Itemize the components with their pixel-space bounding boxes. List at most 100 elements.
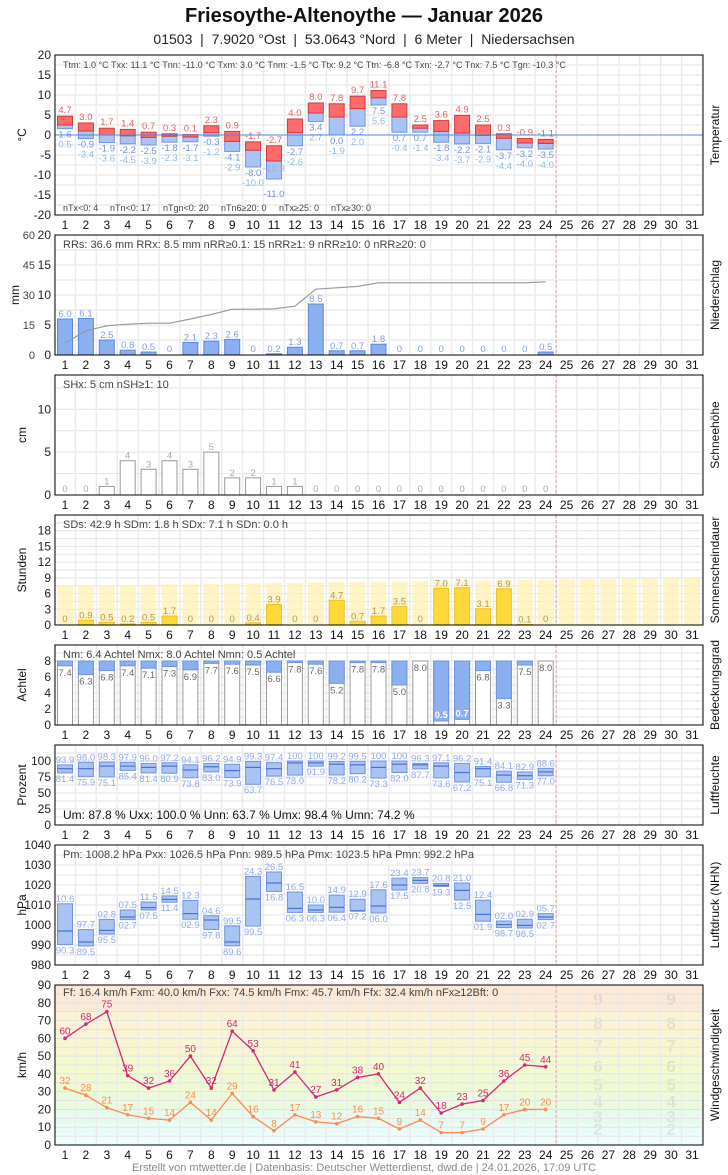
day-label: 6 bbox=[166, 968, 173, 982]
data-label: 7.3 bbox=[163, 669, 176, 680]
data-label: 27 bbox=[310, 1085, 322, 1096]
data-label: 99.2 bbox=[327, 752, 346, 763]
wind-gusts-point bbox=[314, 1095, 318, 1099]
day-label: 21 bbox=[476, 728, 490, 742]
data-label: 5 bbox=[209, 442, 214, 453]
snow-bar bbox=[224, 477, 241, 496]
data-label: 28 bbox=[80, 1083, 92, 1094]
data-label: 90.3 bbox=[56, 945, 75, 956]
temp-max-bar bbox=[203, 125, 220, 134]
data-label: 0 bbox=[292, 614, 297, 625]
data-label: 3.5 bbox=[393, 597, 406, 608]
data-label: 7.8 bbox=[351, 665, 364, 676]
precip-bar bbox=[182, 341, 199, 356]
day-label: 1 bbox=[62, 1148, 69, 1162]
day-label: 20 bbox=[455, 498, 469, 512]
data-label: 20 bbox=[519, 1097, 531, 1108]
wind-gusts-point bbox=[376, 1072, 381, 1076]
data-label: 6.8 bbox=[476, 673, 489, 684]
clear-sky-bar bbox=[266, 660, 282, 673]
stat-bottom: nTn<0: 17 bbox=[110, 203, 151, 213]
data-label: 0 bbox=[459, 344, 464, 355]
panel-frame bbox=[54, 514, 704, 626]
y-tick-label: 20 bbox=[38, 1102, 52, 1116]
day-label: 10 bbox=[246, 968, 260, 982]
day-label: 15 bbox=[351, 968, 365, 982]
temp-max-bar bbox=[286, 118, 303, 134]
pressure-range-box bbox=[391, 877, 408, 891]
day-label: 25 bbox=[560, 358, 574, 372]
day-label: 6 bbox=[166, 1148, 173, 1162]
data-label: 0 bbox=[418, 484, 423, 495]
data-label: 2.5 bbox=[100, 330, 113, 341]
pressure-range-box bbox=[98, 918, 115, 935]
data-label: 6.9 bbox=[497, 579, 510, 590]
possible-sunshine-bar bbox=[307, 582, 324, 625]
temp-max-bar bbox=[119, 128, 136, 137]
data-label: -2.2 bbox=[454, 145, 470, 156]
wind-gusts-point bbox=[418, 1086, 423, 1090]
data-label: 5.2 bbox=[330, 685, 343, 696]
data-label: 2 bbox=[250, 468, 255, 479]
y-tick-label: 0 bbox=[44, 818, 51, 832]
possible-sunshine-bar bbox=[182, 584, 199, 625]
panel-frame bbox=[54, 984, 704, 1146]
day-label: 3 bbox=[103, 498, 110, 512]
data-label: 7 bbox=[438, 1121, 444, 1132]
stat-item: SHx: 5 cm bbox=[63, 379, 114, 391]
temp-mean-min-bar bbox=[224, 140, 241, 152]
possible-sunshine-bar bbox=[98, 585, 115, 625]
clear-sky-bar bbox=[161, 660, 178, 668]
wind-gusts-point bbox=[293, 1070, 297, 1074]
stat-item: Um: 87.8 % bbox=[63, 808, 126, 822]
sunshine-bar bbox=[475, 608, 491, 626]
humidity-range-box bbox=[433, 762, 450, 779]
pressure-range-box bbox=[307, 904, 324, 913]
data-label: -0.3 bbox=[203, 137, 219, 148]
day-label: 3 bbox=[103, 358, 110, 372]
temp-mean-min-bar bbox=[245, 149, 262, 168]
data-label: 26.5 bbox=[265, 862, 284, 873]
data-label: -2.6 bbox=[287, 157, 303, 168]
precip-bar bbox=[224, 338, 241, 356]
data-label: 0.1 bbox=[184, 124, 197, 135]
data-label: 32 bbox=[206, 1076, 218, 1087]
day-label: 7 bbox=[187, 628, 194, 642]
day-label: 24 bbox=[539, 828, 553, 842]
pressure-range-box bbox=[77, 929, 94, 947]
day-label: 23 bbox=[518, 828, 532, 842]
day-label: 12 bbox=[288, 728, 302, 742]
data-label: 75 bbox=[101, 1000, 113, 1011]
possible-sunshine-bar bbox=[579, 579, 596, 625]
data-label: 36 bbox=[164, 1069, 176, 1080]
wind-gusts-point bbox=[272, 1088, 276, 1092]
temp-max-bar bbox=[307, 102, 324, 114]
data-label: -2.7 bbox=[266, 135, 282, 146]
temp-max-bar bbox=[57, 115, 73, 126]
panel-title: Schneehöhe bbox=[708, 401, 722, 469]
data-label: -0.4 bbox=[391, 143, 407, 154]
data-label: -1.8 bbox=[433, 143, 449, 154]
temp-mean-min-bar bbox=[182, 136, 199, 143]
y2-tick-label: 60 bbox=[23, 230, 35, 242]
beaufort-label: 7 bbox=[666, 1036, 675, 1055]
temp-mean-min-bar bbox=[516, 142, 533, 149]
data-label: 0.3 bbox=[163, 123, 176, 134]
day-label: 29 bbox=[644, 218, 658, 232]
day-label: 18 bbox=[414, 358, 428, 372]
snow-bar bbox=[140, 468, 157, 496]
data-label: 0.4 bbox=[246, 613, 259, 624]
day-label: 10 bbox=[246, 828, 260, 842]
stat-bottom: nTx<0: 4 bbox=[63, 203, 98, 213]
temp-mean-min-bar bbox=[495, 137, 512, 151]
day-label: 9 bbox=[229, 358, 236, 372]
y-tick-label: 0 bbox=[44, 128, 51, 142]
day-label: 30 bbox=[664, 828, 678, 842]
day-label: 6 bbox=[166, 358, 173, 372]
data-label: 98.0 bbox=[77, 752, 96, 763]
day-label: 24 bbox=[539, 358, 553, 372]
day-label: 22 bbox=[497, 828, 511, 842]
humidity-range-box bbox=[140, 763, 157, 774]
data-label: 4.7 bbox=[330, 590, 343, 601]
